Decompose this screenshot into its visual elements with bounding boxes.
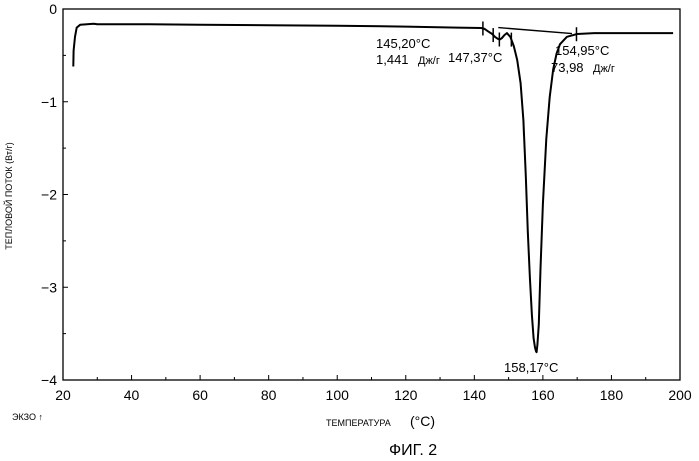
annotation-peak1-onset: 147,37°C: [448, 50, 502, 65]
x-tick-label: 20: [55, 387, 71, 403]
x-tick-label: 60: [192, 387, 208, 403]
y-tick-label: 0: [49, 1, 57, 17]
exo-direction-label: ЭКЗО ↑: [12, 412, 43, 422]
annotation-peak1-temp: 145,20°C: [376, 36, 430, 51]
plot-border: [63, 9, 680, 380]
y-axis-ticks: 0 −1 −2 −3 −4: [41, 1, 68, 388]
figure-caption: ФИГ. 2: [389, 442, 437, 459]
x-axis-label: ТЕМПЕРАТУРА: [326, 418, 391, 428]
y-tick-label: −4: [41, 372, 57, 388]
annotation-peak1-enthalpy: 1,441: [376, 52, 409, 67]
annotation-peak2-temp: 154,95°C: [555, 43, 609, 58]
y-tick-label: −1: [41, 94, 57, 110]
x-tick-label: 160: [531, 387, 555, 403]
x-tick-label: 180: [600, 387, 624, 403]
annotation-peak2-enthalpy: 73,98: [551, 60, 584, 75]
y-axis-label: ТЕПЛОВОЙ ПОТОК (Вт/г): [3, 142, 14, 249]
x-tick-label: 100: [326, 387, 350, 403]
integration-baseline: [498, 28, 572, 34]
x-tick-label: 80: [261, 387, 277, 403]
x-tick-label: 120: [394, 387, 418, 403]
x-tick-label: 40: [124, 387, 140, 403]
x-tick-label: 140: [463, 387, 487, 403]
annotation-peak1-unit: Дж/г: [418, 55, 440, 67]
annotation-peak2-max: 158,17°C: [504, 360, 558, 375]
annotation-peak2-unit: Дж/г: [593, 63, 615, 75]
x-tick-label: 200: [668, 387, 692, 403]
x-axis-unit: (°C): [410, 413, 435, 429]
plot-frame: [63, 9, 680, 380]
y-tick-label: −3: [41, 279, 57, 295]
y-tick-label: −2: [41, 187, 57, 203]
x-axis-ticks: 20 40 60 80 100 120 140 160 180 200: [55, 375, 692, 403]
